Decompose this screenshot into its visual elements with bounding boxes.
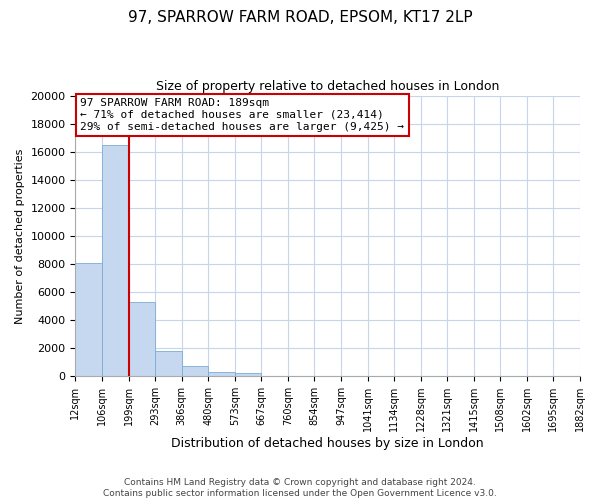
Bar: [155, 351, 182, 376]
Bar: [128, 302, 155, 376]
Bar: [76, 262, 102, 376]
Bar: [235, 374, 262, 376]
Bar: [208, 372, 235, 376]
Text: Contains HM Land Registry data © Crown copyright and database right 2024.
Contai: Contains HM Land Registry data © Crown c…: [103, 478, 497, 498]
Title: Size of property relative to detached houses in London: Size of property relative to detached ho…: [156, 80, 499, 93]
Bar: [182, 366, 208, 376]
Y-axis label: Number of detached properties: Number of detached properties: [15, 148, 25, 324]
Bar: [102, 144, 128, 376]
X-axis label: Distribution of detached houses by size in London: Distribution of detached houses by size …: [172, 437, 484, 450]
Text: 97, SPARROW FARM ROAD, EPSOM, KT17 2LP: 97, SPARROW FARM ROAD, EPSOM, KT17 2LP: [128, 10, 472, 25]
Text: 97 SPARROW FARM ROAD: 189sqm
← 71% of detached houses are smaller (23,414)
29% o: 97 SPARROW FARM ROAD: 189sqm ← 71% of de…: [80, 98, 404, 132]
